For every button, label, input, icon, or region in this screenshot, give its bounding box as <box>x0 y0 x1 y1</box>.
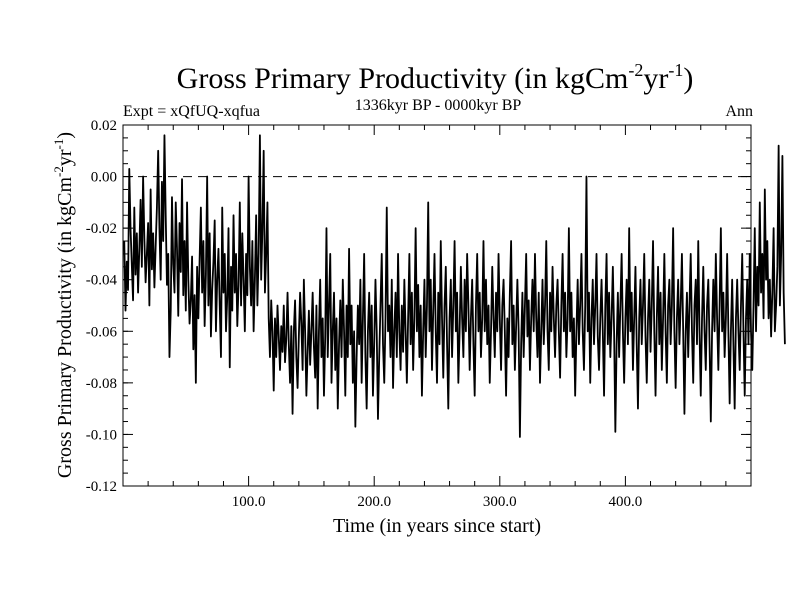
title-main: Gross Primary Productivity (in kgCm <box>177 62 629 95</box>
x-tick-label: 400.0 <box>609 494 643 510</box>
title-superscript-1: -2 <box>628 60 643 80</box>
ylabel-superscript-2: -1 <box>51 139 66 150</box>
x-tick-label: 200.0 <box>357 494 391 510</box>
series-line-gpp <box>123 134 786 438</box>
chart-subtitle: 1336kyr BP - 0000kyr BP <box>355 97 522 114</box>
y-tick-label: -0.12 <box>86 479 117 495</box>
y-tick-label: -0.10 <box>86 427 117 443</box>
ylabel-superscript-1: -2 <box>51 166 66 177</box>
axes: 0.02 0.00 -0.02 -0.04 -0.06 -0.08 -0.10 -0.12 10… <box>86 118 751 510</box>
title-mid: yr <box>643 62 668 95</box>
expt-label: Expt = xQfUQ-xqfua <box>123 103 260 120</box>
x-axis-label: Time (in years since start) <box>333 515 541 537</box>
x-tick-label: 300.0 <box>483 494 517 510</box>
y-tick-label: -0.02 <box>86 221 117 237</box>
ylabel-main: Gross Primary Productivity (in kgCm <box>54 177 76 479</box>
y-axis-label: Gross Primary Productivity (in kgCm-2yr-… <box>51 132 76 478</box>
title-superscript-2: -1 <box>668 60 683 80</box>
title-end: ) <box>683 62 693 95</box>
y-tick-label: 0.00 <box>91 170 117 186</box>
y-tick-label: -0.06 <box>86 324 118 340</box>
ylabel-mid: yr <box>54 149 76 166</box>
y-tick-label: -0.04 <box>86 273 118 289</box>
ylabel-end: ) <box>54 132 76 139</box>
y-tick-label: -0.08 <box>86 376 117 392</box>
x-tick-label: 100.0 <box>232 494 266 510</box>
y-tick-label: 0.02 <box>91 118 117 134</box>
chart-title: Gross Primary Productivity (in kgCm-2yr-… <box>177 60 694 95</box>
season-label: Ann <box>725 103 753 120</box>
